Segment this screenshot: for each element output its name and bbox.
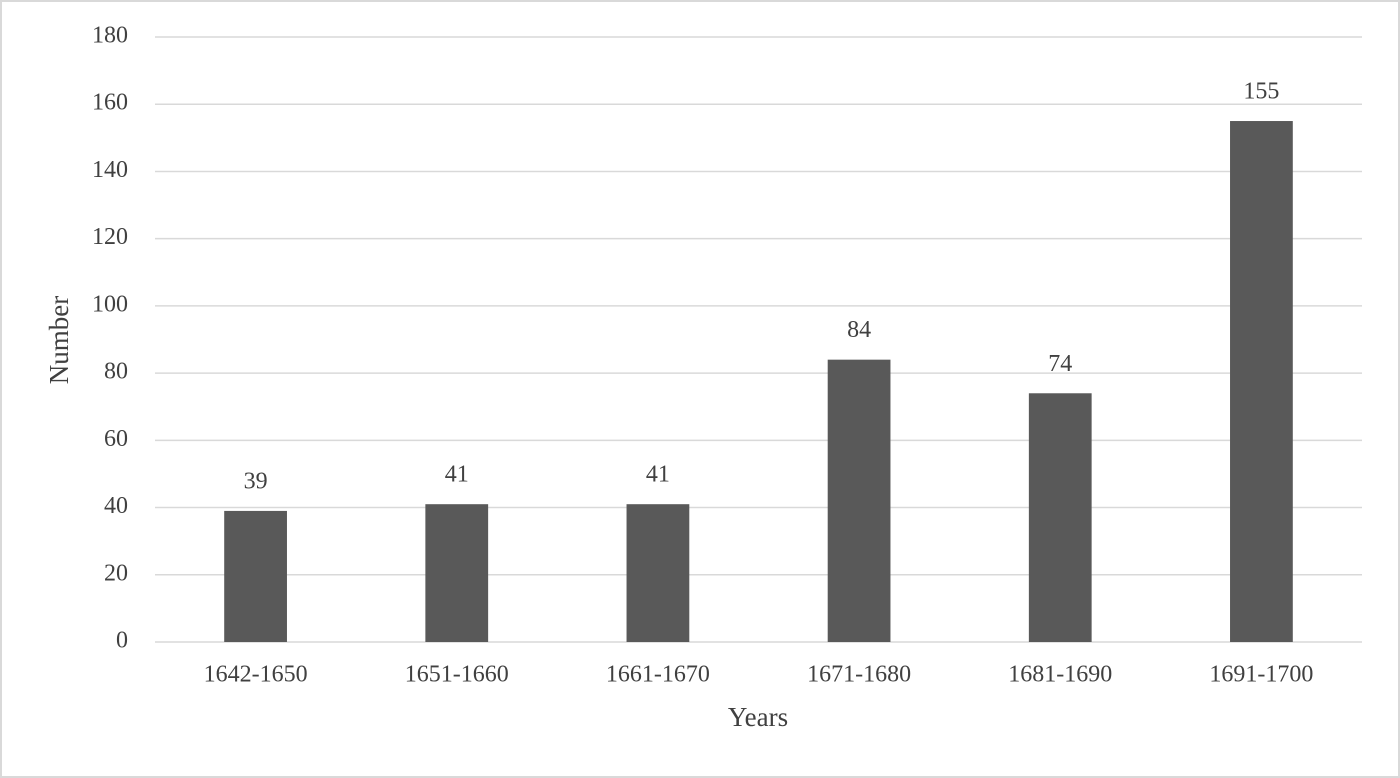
bar: [224, 510, 287, 642]
x-tick-label: 1671-1680: [807, 662, 911, 688]
data-label: 39: [244, 468, 268, 494]
y-tick-label: 60: [104, 426, 128, 452]
data-label: 155: [1243, 79, 1279, 105]
y-tick-label: 120: [92, 224, 128, 250]
y-tick-label: 20: [104, 560, 128, 586]
y-tick-label: 80: [104, 359, 128, 385]
y-tick-label: 0: [116, 628, 128, 654]
y-tick-label: 40: [104, 493, 128, 519]
bar: [425, 504, 489, 642]
bar: [1028, 393, 1092, 642]
y-tick-label: 160: [92, 90, 128, 116]
y-axis-label: Number: [44, 296, 74, 384]
bar: [626, 504, 690, 642]
x-tick-label: 1642-1650: [204, 662, 308, 688]
bar: [827, 359, 891, 642]
x-tick-label: 1681-1690: [1008, 662, 1112, 688]
data-label: 84: [847, 317, 871, 343]
x-tick-label: 1651-1660: [405, 662, 509, 688]
y-tick-label: 100: [92, 291, 128, 317]
bar: [1230, 121, 1293, 643]
data-label: 41: [646, 462, 670, 488]
x-axis-label: Years: [728, 702, 788, 732]
y-tick-label: 180: [92, 23, 128, 49]
y-tick-label: 140: [92, 157, 128, 183]
x-tick-label: 1661-1670: [606, 662, 710, 688]
data-label: 41: [445, 462, 469, 488]
data-label: 74: [1048, 351, 1072, 377]
x-tick-label: 1691-1700: [1209, 662, 1313, 688]
